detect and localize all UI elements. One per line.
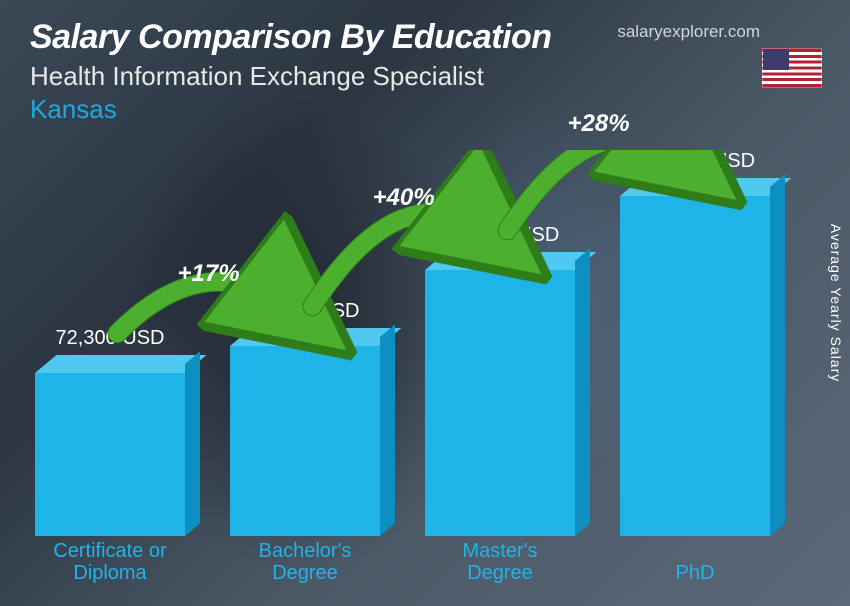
page-subtitle: Health Information Exchange Specialist — [30, 61, 820, 92]
bar-value-label: 118,000 USD — [441, 224, 560, 247]
bar-group: 118,000 USD Master'sDegree — [425, 270, 575, 536]
bar-chart: 72,300 USD Certificate orDiploma 84,300 … — [35, 150, 800, 586]
bar-value-label: 84,300 USD — [251, 300, 360, 323]
bar-front-face — [620, 196, 770, 536]
increase-percent-label: +28% — [568, 110, 630, 138]
bar-value-label: 72,300 USD — [56, 327, 165, 350]
bar-category-label: Certificate orDiploma — [20, 540, 200, 584]
bar-top-face — [230, 328, 401, 346]
bar-front-face — [425, 270, 575, 536]
bar: 72,300 USD — [35, 373, 185, 536]
bar-group: 151,000 USD PhD — [620, 196, 770, 536]
location-label: Kansas — [30, 94, 820, 125]
bar-category-label: Master'sDegree — [410, 540, 590, 584]
bar-group: 72,300 USD Certificate orDiploma — [35, 373, 185, 536]
bar-top-face — [425, 252, 596, 270]
bar: 151,000 USD — [620, 196, 770, 536]
bar-front-face — [230, 346, 380, 536]
brand-label: salaryexplorer.com — [617, 22, 760, 42]
bar-side-face — [575, 249, 590, 536]
increase-percent-label: +40% — [373, 184, 435, 212]
bar: 118,000 USD — [425, 270, 575, 536]
bar: 84,300 USD — [230, 346, 380, 536]
bar-front-face — [35, 373, 185, 536]
bar-value-label: 151,000 USD — [635, 150, 755, 173]
bar-side-face — [380, 325, 395, 536]
bar-side-face — [770, 174, 785, 536]
bar-side-face — [185, 352, 200, 536]
bar-category-label: PhD — [605, 562, 785, 584]
bar-top-face — [35, 355, 206, 373]
y-axis-label: Average Yearly Salary — [828, 224, 844, 383]
bar-group: 84,300 USD Bachelor'sDegree — [230, 346, 380, 536]
bar-category-label: Bachelor'sDegree — [215, 540, 395, 584]
increase-percent-label: +17% — [178, 260, 240, 288]
flag-icon — [762, 48, 822, 88]
bar-top-face — [620, 178, 791, 196]
